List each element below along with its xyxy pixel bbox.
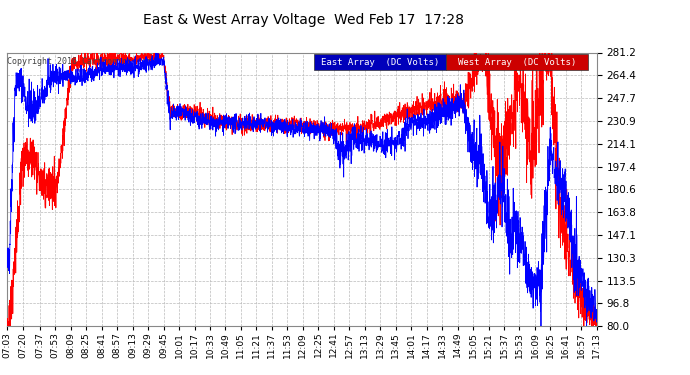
FancyBboxPatch shape — [446, 54, 588, 70]
Text: Copyright 2016 Cartronics.com: Copyright 2016 Cartronics.com — [8, 57, 152, 66]
Text: East & West Array Voltage  Wed Feb 17  17:28: East & West Array Voltage Wed Feb 17 17:… — [143, 13, 464, 27]
FancyBboxPatch shape — [314, 54, 446, 70]
Text: West Array  (DC Volts): West Array (DC Volts) — [458, 58, 576, 67]
Text: East Array  (DC Volts): East Array (DC Volts) — [321, 58, 439, 67]
